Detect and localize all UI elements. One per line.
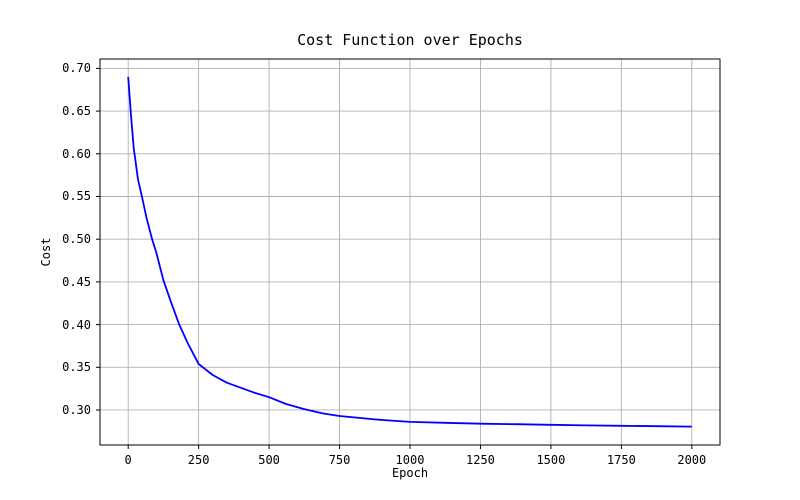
chart-title: Cost Function over Epochs bbox=[297, 31, 523, 49]
x-tick-label: 1250 bbox=[466, 453, 495, 467]
y-tick-label: 0.30 bbox=[62, 402, 91, 417]
y-tick-label: 0.45 bbox=[62, 274, 91, 289]
y-tick-label: 0.60 bbox=[62, 146, 91, 161]
y-tick-label: 0.40 bbox=[62, 317, 91, 332]
y-tick-label: 0.55 bbox=[62, 189, 91, 204]
x-axis-label: Epoch bbox=[391, 466, 429, 480]
x-tick-label: 1000 bbox=[395, 453, 425, 467]
y-tick-label: 0.70 bbox=[62, 61, 91, 76]
y-tick-label: 0.50 bbox=[62, 232, 91, 247]
x-tick-label: 250 bbox=[187, 453, 210, 467]
y-tick-label: 0.65 bbox=[62, 104, 91, 119]
x-tick-label: 1500 bbox=[536, 453, 566, 467]
cost-curve bbox=[127, 76, 692, 428]
x-tick-label: 2000 bbox=[677, 453, 707, 467]
x-tick-label: 500 bbox=[258, 453, 280, 467]
axes-frame bbox=[99, 58, 721, 446]
x-tick-label: 1750 bbox=[606, 453, 636, 467]
y-axis-label: Cost bbox=[39, 237, 53, 267]
y-tick-label: 0.35 bbox=[62, 360, 91, 375]
x-tick-label: 0 bbox=[124, 453, 132, 467]
x-tick-label: 750 bbox=[328, 453, 351, 467]
